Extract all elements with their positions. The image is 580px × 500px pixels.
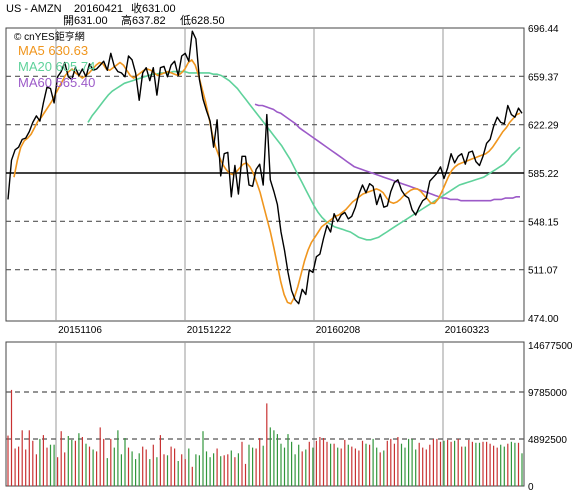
price-tick-label: 585.22 bbox=[528, 169, 559, 180]
legend-ma5: MA5 630.63 bbox=[18, 43, 88, 58]
legend-ma20: MA20 605.74 bbox=[18, 59, 95, 74]
header-high: 高637.82 bbox=[121, 13, 166, 27]
x-tick-label: 20151106 bbox=[58, 325, 102, 336]
price-tick-label: 659.37 bbox=[528, 72, 559, 83]
volume-panel bbox=[5, 341, 525, 487]
x-axis: 20151106 20151222 20160208 20160323 bbox=[58, 325, 490, 336]
price-axis: 696.44 659.37 622.29 585.22 548.15 511.07 474.… bbox=[528, 24, 559, 325]
volume-grid bbox=[6, 342, 524, 486]
header-low: 低628.50 bbox=[180, 14, 225, 27]
header-date: 20160421 bbox=[74, 3, 123, 15]
header-close: 收631.00 bbox=[131, 1, 176, 15]
price-tick-label: 474.00 bbox=[528, 314, 559, 325]
x-tick-label: 20160323 bbox=[445, 325, 490, 336]
header-open: 開631.00 bbox=[63, 14, 108, 27]
volume-tick-label: 0 bbox=[528, 482, 534, 493]
price-panel bbox=[5, 27, 525, 322]
volume-tick-label: 9785000 bbox=[528, 388, 567, 399]
price-tick-label: 696.44 bbox=[528, 24, 559, 35]
volume-bars bbox=[7, 389, 523, 486]
price-lines bbox=[7, 30, 523, 305]
price-tick-label: 511.07 bbox=[528, 266, 558, 277]
volume-axis: 14677500 9785000 4892500 0 bbox=[528, 341, 573, 493]
series-line-ma60 bbox=[254, 103, 520, 202]
volume-tick-label: 4892500 bbox=[528, 435, 567, 446]
series-line-ma5 bbox=[13, 59, 521, 305]
price-tick-label: 548.15 bbox=[528, 217, 559, 228]
volume-tick-label: 14677500 bbox=[528, 341, 573, 352]
header-symbol: US - AMZN bbox=[6, 3, 62, 15]
legend-ma60: MA60 565.40 bbox=[18, 75, 95, 90]
x-tick-label: 20160208 bbox=[316, 325, 361, 336]
source-label: © cnYES鉅亨網 bbox=[14, 30, 85, 43]
price-tick-label: 622.29 bbox=[528, 121, 559, 132]
x-tick-label: 20151222 bbox=[187, 325, 232, 336]
series-line-price bbox=[7, 30, 523, 305]
